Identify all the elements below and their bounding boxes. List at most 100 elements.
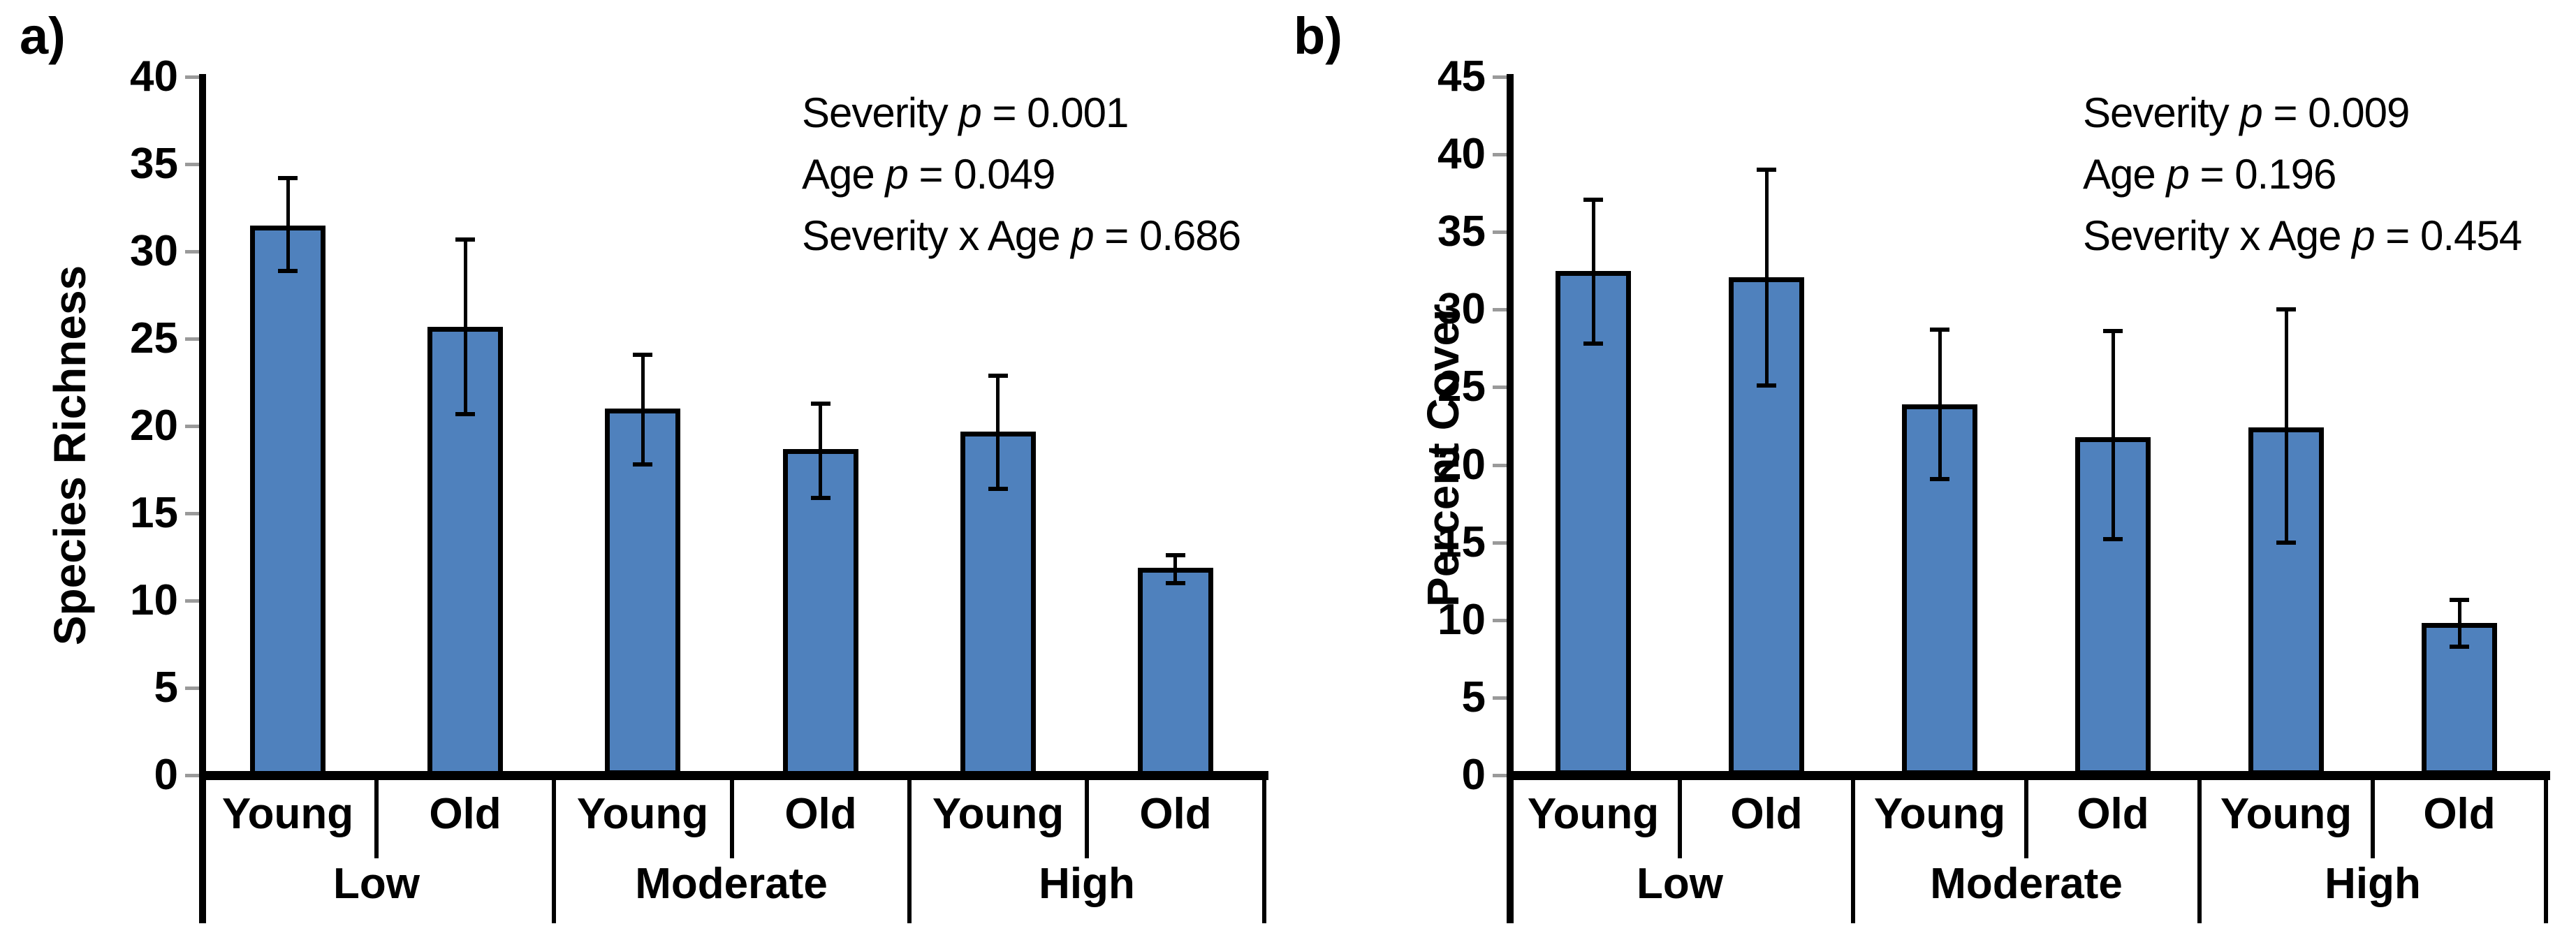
age-category-label: Young [1527, 790, 1660, 838]
p-symbol: p [2352, 212, 2375, 259]
y-tick-label: 20 [130, 402, 178, 450]
y-tick-mark [185, 250, 199, 254]
y-tick-mark [185, 163, 199, 166]
stats-p-value-line: Age p = 0.049 [802, 144, 1055, 205]
error-bar-cap-top [2103, 329, 2123, 333]
error-bar-line [1592, 200, 1595, 344]
category-separator [374, 780, 379, 858]
group-separator [552, 780, 556, 923]
y-axis-line [199, 74, 206, 780]
stats-p-value-line: Severity x Age p = 0.454 [2083, 205, 2522, 267]
group-separator [199, 780, 206, 923]
p-symbol: p [885, 151, 908, 198]
stats-effect-name: Severity x Age [2083, 212, 2352, 259]
age-category-label: Old [784, 790, 857, 838]
stats-p-value-line: Severity x Age p = 0.686 [802, 205, 1241, 267]
error-bar-line [819, 404, 822, 498]
stats-effect-name: Age [802, 151, 886, 198]
y-tick-mark [1493, 541, 1507, 545]
y-tick-label: 35 [1437, 207, 1486, 256]
error-bar-line [286, 178, 290, 271]
stats-p-value: = 0.009 [2262, 89, 2410, 136]
error-bar-cap-bottom [2103, 537, 2123, 541]
category-separator [1085, 780, 1089, 858]
y-tick-label: 25 [1437, 362, 1486, 411]
error-bar-line [2285, 309, 2288, 542]
stats-effect-name: Age [2083, 151, 2167, 198]
severity-group-label: High [2325, 860, 2421, 908]
y-tick-mark [1493, 75, 1507, 79]
error-bar-cap-bottom [1757, 383, 1776, 388]
category-separator [1678, 780, 1682, 858]
age-category-label: Young [932, 790, 1064, 838]
error-bar-line [1173, 555, 1177, 583]
age-category-label: Young [221, 790, 354, 838]
y-tick-label: 40 [130, 52, 178, 101]
stats-p-value: = 0.196 [2188, 151, 2336, 198]
age-category-label: Young [2220, 790, 2352, 838]
y-tick-label: 5 [1461, 673, 1486, 721]
y-tick-label: 30 [130, 227, 178, 275]
severity-group-label: Moderate [1930, 860, 2123, 908]
x-axis-line [199, 771, 1268, 780]
stats-p-value: = 0.686 [1093, 212, 1241, 259]
p-symbol: p [958, 89, 981, 136]
error-bar-cap-top [455, 237, 475, 242]
age-category-label: Old [1730, 790, 1803, 838]
error-bar-cap-top [1166, 553, 1185, 557]
y-axis-line [1507, 74, 1514, 780]
error-bar-cap-bottom [633, 462, 652, 467]
panel-a-label: a) [20, 7, 66, 65]
category-separator [2371, 780, 2375, 858]
error-bar-cap-top [1757, 168, 1776, 172]
error-bar-cap-bottom [455, 412, 475, 416]
error-bar-cap-bottom [2276, 541, 2296, 545]
y-tick-mark [1493, 696, 1507, 700]
y-tick-mark [185, 75, 199, 79]
severity-group-label: Moderate [635, 860, 828, 908]
y-tick-label: 20 [1437, 441, 1486, 489]
error-bar-cap-bottom [1166, 581, 1185, 585]
error-bar-cap-top [988, 374, 1008, 378]
y-tick-mark [1493, 230, 1507, 234]
error-bar-cap-bottom [1930, 477, 1949, 481]
p-symbol: p [2166, 151, 2189, 198]
error-bar-line [1765, 170, 1769, 386]
y-tick-label: 5 [154, 663, 178, 712]
severity-group-label: Low [333, 860, 420, 908]
p-symbol: p [1071, 212, 1094, 259]
y-tick-mark [1493, 619, 1507, 622]
stats-p-value-line: Age p = 0.196 [2083, 144, 2336, 205]
stats-p-value-line: Severity p = 0.009 [2083, 82, 2410, 144]
error-bar-line [2112, 331, 2115, 539]
bar [1556, 271, 1631, 775]
stats-effect-name: Severity [802, 89, 959, 136]
y-tick-label: 10 [130, 576, 178, 624]
age-category-label: Old [429, 790, 502, 838]
age-category-label: Young [576, 790, 709, 838]
y-tick-mark [185, 337, 199, 341]
error-bar-line [996, 376, 1000, 490]
group-separator [2197, 780, 2202, 923]
y-tick-label: 25 [130, 314, 178, 362]
error-bar-cap-bottom [1583, 342, 1603, 346]
y-tick-mark [1493, 386, 1507, 389]
bar [1138, 568, 1213, 776]
y-tick-mark [185, 512, 199, 515]
p-symbol: p [2239, 89, 2262, 136]
error-bar-cap-top [811, 402, 830, 406]
error-bar-cap-top [1583, 198, 1603, 202]
x-axis-line [1507, 771, 2550, 780]
y-tick-mark [1493, 153, 1507, 156]
stats-p-value: = 0.454 [2374, 212, 2522, 259]
stats-p-value: = 0.001 [981, 89, 1129, 136]
stats-p-value: = 0.049 [907, 151, 1055, 198]
y-tick-mark [185, 425, 199, 428]
group-separator [1851, 780, 1855, 923]
error-bar-line [641, 355, 645, 465]
bar [250, 226, 325, 776]
error-bar-cap-bottom [988, 487, 1008, 491]
y-tick-label: 15 [1437, 518, 1486, 566]
group-separator [1262, 780, 1266, 923]
severity-group-label: High [1039, 860, 1135, 908]
